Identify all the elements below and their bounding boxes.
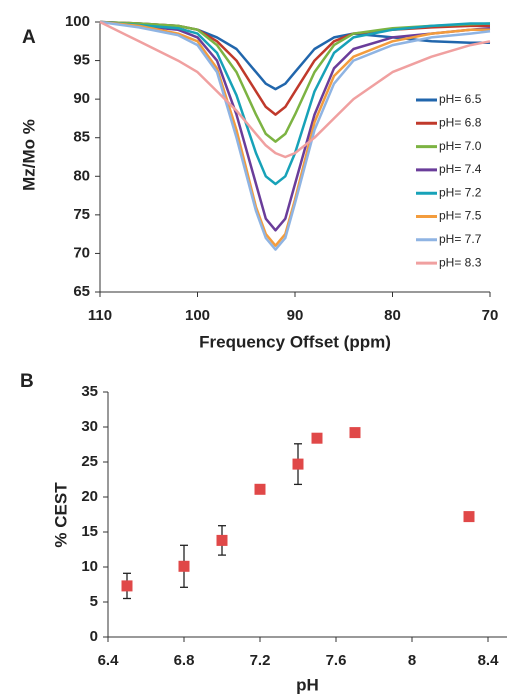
x-tick-label: 8.4 bbox=[478, 652, 500, 669]
legend-label: pH= 7.0 bbox=[439, 139, 482, 153]
x-tick-label: 6.8 bbox=[174, 652, 195, 669]
x-tick-label: 80 bbox=[384, 307, 401, 324]
legend-label: pH= 8.3 bbox=[439, 255, 482, 269]
y-tick-label: 0 bbox=[90, 628, 98, 645]
series-line bbox=[99, 20, 490, 186]
y-tick-label: 35 bbox=[81, 383, 98, 400]
series-line bbox=[99, 20, 491, 232]
x-tick-label: 100 bbox=[185, 307, 210, 324]
y-tick-label: 5 bbox=[90, 593, 98, 610]
y-tick-label: 90 bbox=[73, 90, 90, 107]
y-axis-title: % CEST bbox=[51, 482, 70, 548]
x-tick-label: 7.2 bbox=[250, 652, 271, 669]
y-axis-title: Mz/Mo % bbox=[19, 119, 38, 191]
legend-label: pH= 6.5 bbox=[439, 92, 482, 106]
x-tick-label: 7.6 bbox=[326, 652, 347, 669]
point bbox=[292, 458, 304, 470]
x-tick-label: 70 bbox=[482, 307, 499, 324]
legend-label: pH= 7.4 bbox=[439, 162, 482, 176]
y-tick-label: 10 bbox=[81, 558, 98, 575]
legend-label: pH= 7.5 bbox=[439, 209, 482, 223]
point bbox=[254, 483, 266, 495]
point bbox=[311, 432, 323, 444]
x-axis-title: Frequency Offset (ppm) bbox=[199, 332, 391, 351]
point bbox=[178, 560, 190, 572]
y-tick-label: 25 bbox=[81, 453, 98, 470]
y-tick-label: 100 bbox=[65, 13, 90, 30]
series-line bbox=[99, 20, 491, 251]
y-tick-label: 95 bbox=[73, 52, 90, 69]
y-tick-label: 70 bbox=[73, 244, 90, 261]
point bbox=[121, 580, 133, 592]
point bbox=[349, 427, 361, 439]
y-tick-label: 15 bbox=[81, 523, 98, 540]
x-tick-label: 6.4 bbox=[98, 652, 120, 669]
y-tick-label: 65 bbox=[73, 283, 90, 300]
series-line bbox=[99, 20, 490, 247]
point bbox=[463, 511, 475, 523]
legend-label: pH= 7.2 bbox=[439, 185, 482, 199]
y-tick-label: 85 bbox=[73, 129, 90, 146]
x-tick-label: 110 bbox=[88, 307, 112, 324]
panel-label: A bbox=[22, 27, 36, 48]
legend-label: pH= 6.8 bbox=[439, 115, 482, 129]
y-tick-label: 80 bbox=[73, 167, 90, 184]
y-tick-label: 75 bbox=[73, 206, 90, 223]
x-tick-label: 90 bbox=[287, 307, 304, 324]
panel-label: B bbox=[20, 371, 34, 392]
point bbox=[216, 534, 228, 546]
legend-label: pH= 7.7 bbox=[439, 232, 482, 246]
series-line bbox=[99, 20, 491, 159]
x-tick-label: 8 bbox=[408, 652, 416, 669]
y-tick-label: 20 bbox=[81, 488, 98, 505]
y-tick-label: 30 bbox=[81, 418, 98, 435]
x-axis-title: pH bbox=[296, 675, 319, 694]
